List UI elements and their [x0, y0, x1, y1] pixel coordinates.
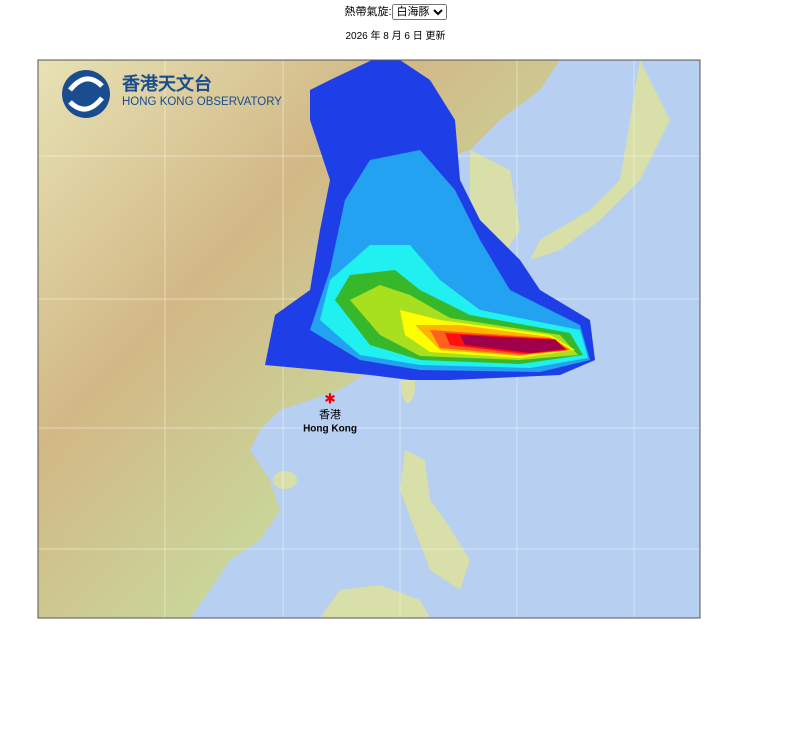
update-time: 2026 年 8 月 6 日 更新 — [345, 31, 446, 42]
map: ✱ 香港 Hong Kong 香港天文台 HONG KONG OBSERVATO… — [38, 60, 700, 618]
marker: ✱ — [324, 391, 336, 407]
logo-english: HONG KONG OBSERVATORY — [122, 96, 282, 108]
marker-english: Hong Kong — [303, 424, 357, 435]
marker-chinese: 香港 — [319, 408, 341, 421]
header: 熱帶氣旋: 白海豚 — [0, 3, 791, 20]
storm-select[interactable]: 白海豚 — [391, 4, 447, 20]
logo-chinese: 香港天文台 — [121, 73, 212, 94]
storm-label: 熱帶氣旋: — [344, 6, 392, 18]
map-frame — [37, 59, 701, 619]
